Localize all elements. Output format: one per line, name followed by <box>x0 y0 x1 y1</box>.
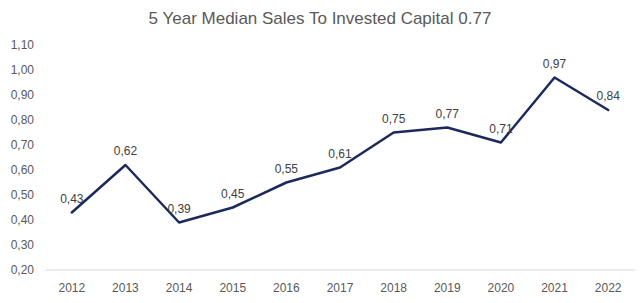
x-tick-label: 2021 <box>541 281 568 295</box>
plot-area <box>72 78 608 223</box>
x-tick-label: 2012 <box>58 281 85 295</box>
x-tick-label: 2014 <box>166 281 193 295</box>
data-label: 0,43 <box>60 192 84 206</box>
x-axis-line <box>45 270 635 271</box>
y-tick-label: 0,40 <box>11 213 35 227</box>
y-tick-label: 1,00 <box>11 63 35 77</box>
title: 5 Year Median Sales To Invested Capital … <box>149 9 492 28</box>
x-tick-label: 2016 <box>273 281 300 295</box>
data-label: 0,55 <box>275 162 299 176</box>
x-tick-label: 2017 <box>327 281 354 295</box>
y-tick-label: 0,70 <box>11 138 35 152</box>
y-tick-label: 1,10 <box>11 38 35 52</box>
data-label: 0,77 <box>436 107 460 121</box>
y-tick-label: 0,50 <box>11 188 35 202</box>
data-label: 0,61 <box>328 147 352 161</box>
y-tick-label: 0,30 <box>11 238 35 252</box>
x-tick-label: 2022 <box>595 281 622 295</box>
chart-container: 5 Year Median Sales To Invested Capital … <box>0 0 640 303</box>
x-tick-label: 2018 <box>380 281 407 295</box>
data-label: 0,62 <box>114 144 138 158</box>
y-tick-label: 0,90 <box>11 88 35 102</box>
data-label: 0,45 <box>221 187 245 201</box>
x-tick-label: 2013 <box>112 281 139 295</box>
data-label: 0,39 <box>167 202 191 216</box>
y-axis-line <box>45 45 46 270</box>
x-tick-label: 2019 <box>434 281 461 295</box>
y-tick-label: 0,20 <box>11 263 35 277</box>
chart-svg: 5 Year Median Sales To Invested Capital … <box>0 0 640 303</box>
data-label: 0,71 <box>489 122 513 136</box>
y-tick-label: 0,60 <box>11 163 35 177</box>
line-series <box>72 78 608 223</box>
x-tick-label: 2015 <box>219 281 246 295</box>
x-tick-label: 2020 <box>488 281 515 295</box>
data-label: 0,84 <box>597 89 621 103</box>
data-label: 0,75 <box>382 112 406 126</box>
data-label: 0,97 <box>543 57 567 71</box>
y-tick-label: 0,80 <box>11 113 35 127</box>
